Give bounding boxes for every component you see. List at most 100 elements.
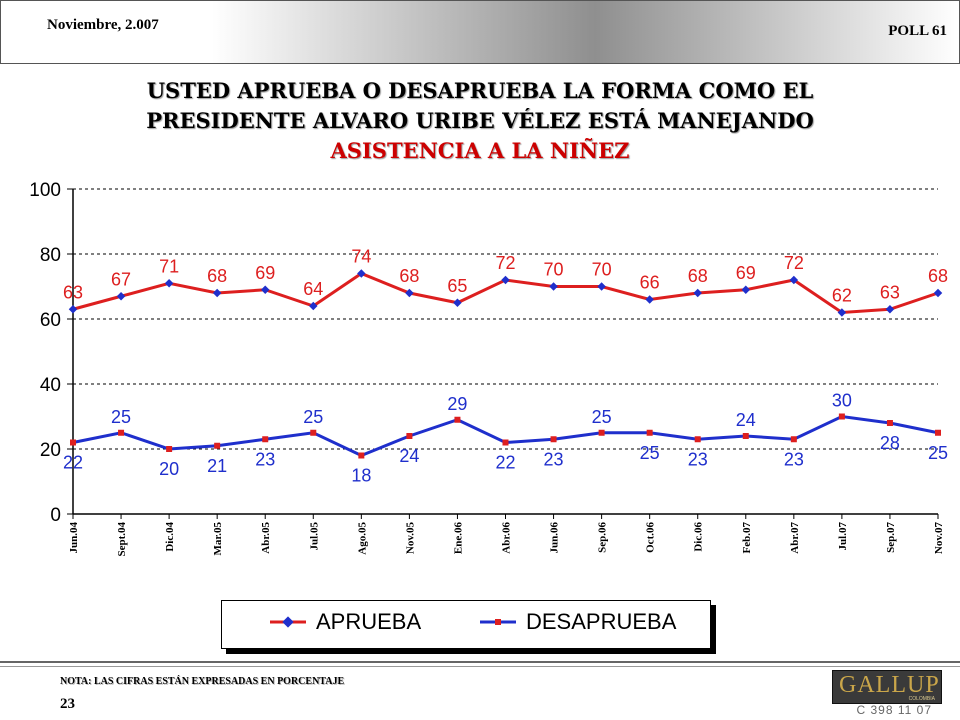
- document-code: C 398 11 07: [856, 703, 932, 717]
- point-desaprueba-17: [886, 420, 893, 426]
- x-tick-label-Dic.06: Dic.06: [693, 522, 705, 552]
- point-aprueba-6: [357, 269, 366, 278]
- x-tick-label-Jun.06: Jun.06: [549, 522, 561, 554]
- x-tick-label-Nov.07: Nov.07: [933, 522, 945, 555]
- data-label-desaprueba-2: 20: [159, 459, 179, 479]
- data-label-aprueba-13: 68: [688, 266, 708, 286]
- y-tick-label-100: 100: [29, 180, 61, 201]
- point-desaprueba-15: [790, 436, 797, 443]
- point-desaprueba-3: [214, 442, 221, 449]
- point-aprueba-10: [549, 282, 558, 291]
- x-tick-label-Sep.06: Sep.06: [597, 522, 609, 553]
- legend-item-aprueba: APRUEBA: [268, 609, 421, 635]
- x-tick-label-Abr.07: Abr.07: [789, 522, 801, 554]
- header-poll-label: POLL 61: [888, 23, 947, 39]
- point-aprueba-11: [597, 282, 606, 291]
- x-tick-label-Sept.04: Sept.04: [116, 522, 128, 557]
- chart-legend: APRUEBA DESAPRUEBA: [221, 600, 711, 649]
- point-aprueba-2: [164, 279, 174, 288]
- point-aprueba-18: [933, 288, 943, 298]
- data-label-desaprueba-6: 18: [351, 466, 371, 486]
- chart-title: USTED APRUEBA O DESAPRUEBA LA FORMA COMO…: [40, 76, 920, 166]
- data-label-desaprueba-7: 24: [399, 446, 419, 466]
- x-tick-label-Dic.04: Dic.04: [164, 522, 176, 552]
- data-label-aprueba-6: 74: [351, 247, 371, 267]
- point-desaprueba-2: [166, 446, 173, 452]
- data-label-desaprueba-13: 23: [688, 449, 708, 469]
- point-desaprueba-16: [838, 413, 845, 420]
- data-label-aprueba-0: 63: [63, 282, 83, 302]
- point-aprueba-13: [693, 288, 702, 298]
- x-tick-label-Sep.07: Sep.07: [885, 522, 897, 553]
- y-tick-label-80: 80: [40, 245, 61, 266]
- data-label-aprueba-11: 70: [592, 260, 612, 280]
- point-aprueba-4: [260, 285, 270, 294]
- point-desaprueba-12: [646, 429, 653, 436]
- legend-swatch-desaprueba: [480, 619, 516, 625]
- x-tick-label-Abr.05: Abr.05: [260, 522, 272, 554]
- data-label-aprueba-9: 72: [495, 253, 515, 273]
- data-label-desaprueba-1: 25: [111, 407, 131, 427]
- x-tick-label-Jul.07: Jul.07: [837, 522, 849, 551]
- data-label-desaprueba-8: 29: [447, 394, 467, 414]
- data-label-aprueba-14: 69: [736, 263, 756, 283]
- point-desaprueba-10: [550, 436, 557, 443]
- data-label-aprueba-10: 70: [544, 260, 564, 280]
- data-label-aprueba-4: 69: [255, 263, 275, 283]
- data-label-desaprueba-5: 25: [303, 407, 323, 427]
- logo-subtext: COLOMBIA: [908, 696, 935, 702]
- point-aprueba-17: [885, 305, 895, 314]
- point-desaprueba-5: [310, 429, 317, 436]
- data-label-desaprueba-11: 25: [592, 407, 612, 427]
- data-label-desaprueba-14: 24: [736, 410, 756, 430]
- data-label-aprueba-5: 64: [303, 279, 323, 299]
- data-label-aprueba-17: 63: [880, 282, 900, 302]
- x-tick-label-Mar.05: Mar.05: [212, 522, 224, 556]
- y-tick-label-0: 0: [50, 505, 61, 526]
- header-date: Noviembre, 2.007: [47, 17, 159, 33]
- data-label-desaprueba-0: 22: [63, 453, 83, 473]
- point-aprueba-1: [116, 292, 126, 301]
- line-chart: 0 20 40 60 80 100 Jun.04 Sept.04 Dic.04 Mar.05 Abr…: [29, 180, 948, 557]
- x-tick-label-Ago.05: Ago.05: [356, 522, 368, 555]
- data-label-aprueba-18: 68: [928, 266, 948, 286]
- legend-item-desaprueba: DESAPRUEBA: [478, 609, 676, 635]
- point-aprueba-12: [645, 295, 654, 304]
- point-aprueba-14: [741, 285, 751, 294]
- point-aprueba-3: [212, 288, 222, 298]
- data-label-aprueba-8: 65: [447, 276, 467, 296]
- point-aprueba-9: [501, 275, 510, 285]
- data-label-desaprueba-17: 28: [880, 433, 900, 453]
- point-desaprueba-18: [935, 429, 941, 436]
- footer-note: NOTA: LAS CIFRAS ESTÁN EXPRESADAS EN POR…: [60, 676, 345, 687]
- data-label-aprueba-7: 68: [399, 266, 419, 286]
- point-desaprueba-4: [262, 436, 269, 443]
- point-aprueba-0: [68, 305, 78, 314]
- header-bar: Noviembre, 2.007 POLL 61: [0, 0, 960, 64]
- point-desaprueba-6: [358, 452, 365, 459]
- point-desaprueba-11: [598, 429, 605, 436]
- data-label-aprueba-2: 71: [159, 256, 179, 276]
- data-label-desaprueba-18: 25: [928, 443, 948, 463]
- data-label-desaprueba-10: 23: [544, 449, 564, 469]
- point-aprueba-8: [453, 298, 462, 307]
- title-line-2: PRESIDENTE ALVARO URIBE VÉLEZ ESTÁ MANEJ…: [146, 108, 814, 133]
- gallup-logo: GALLUP COLOMBIA: [832, 670, 942, 704]
- point-desaprueba-14: [742, 433, 749, 439]
- x-tick-label-Feb.07: Feb.07: [741, 522, 753, 554]
- data-label-aprueba-3: 68: [207, 266, 227, 286]
- x-tick-label-Jul.05: Jul.05: [308, 522, 320, 551]
- y-tick-label-40: 40: [40, 375, 61, 396]
- point-aprueba-7: [405, 288, 414, 298]
- title-line-1: USTED APRUEBA O DESAPRUEBA LA FORMA COMO…: [146, 78, 814, 103]
- y-tick-label-60: 60: [40, 310, 61, 331]
- point-desaprueba-8: [454, 416, 461, 423]
- data-label-aprueba-15: 72: [784, 253, 804, 273]
- data-label-aprueba-16: 62: [832, 286, 852, 306]
- x-tick-label-Ene.06: Ene.06: [452, 522, 464, 555]
- data-label-aprueba-1: 67: [111, 269, 131, 289]
- data-label-desaprueba-12: 25: [640, 443, 660, 463]
- footer-divider: [0, 661, 960, 663]
- point-aprueba-5: [309, 301, 318, 311]
- point-desaprueba-0: [70, 439, 76, 446]
